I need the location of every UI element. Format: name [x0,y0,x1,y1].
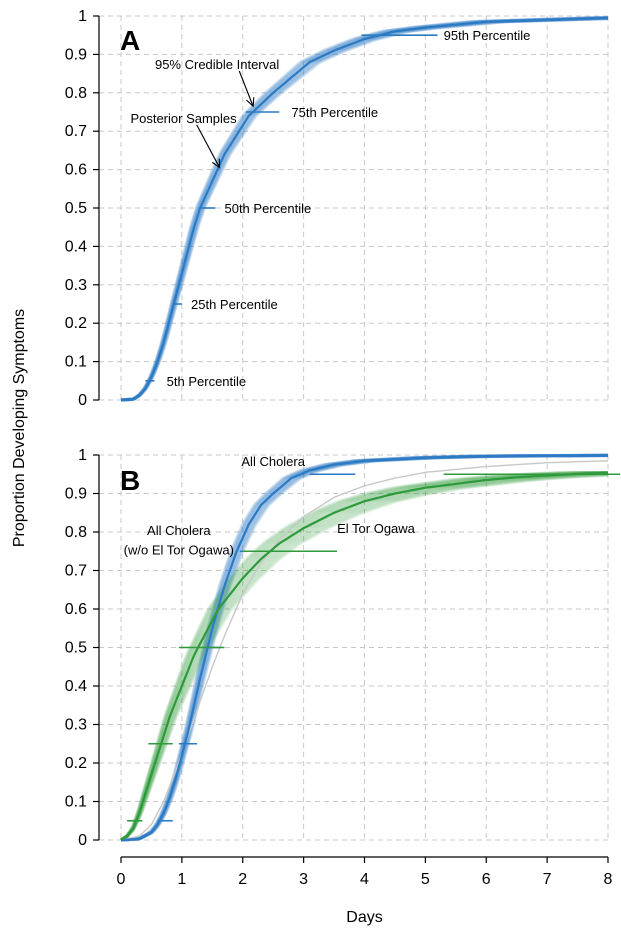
posterior-sample-line [120,473,609,842]
y-tick-label: 0.6 [65,601,87,618]
annotation-label: 5th Percentile [167,374,247,389]
x-tick-label: 2 [238,871,247,888]
annotation-label: All Cholera [241,454,305,469]
y-tick-label: 0.7 [65,563,87,580]
y-tick-label: 0.7 [65,123,87,140]
posterior-sample-line [120,471,608,842]
x-tick-label: 3 [299,871,308,888]
posterior-sample-line [120,472,609,842]
x-tick-label: 8 [604,871,613,888]
y-tick-label: 1 [78,8,87,25]
x-tick-label: 1 [177,871,186,888]
y-tick-label: 0.9 [65,486,87,503]
annotation-label: 75th Percentile [291,105,378,120]
annotation-label: Posterior Samples [130,111,237,126]
annotation-arrowhead [212,158,221,169]
x-tick-label: 4 [360,871,369,888]
x-tick-label: 5 [421,871,430,888]
y-tick-label: 0.4 [65,238,87,255]
y-tick-label: 0.2 [65,315,87,332]
y-tick-label: 0.2 [65,755,87,772]
posterior-sample-line [120,473,609,842]
annotation-label: El Tor Ogawa [337,521,416,536]
posterior-sample-line [120,473,609,842]
posterior-sample-line [120,471,609,842]
y-tick-label: 0.4 [65,678,87,695]
annotation-arrow [196,124,221,168]
annotation-label: All Cholera [147,523,211,538]
y-tick-label: 0.1 [65,794,87,811]
y-tick-label: 0.5 [65,200,87,217]
panel-label: B [120,465,140,496]
y-tick-label: 0.5 [65,640,87,657]
x-tick-label: 6 [482,871,491,888]
y-tick-label: 0.8 [65,85,87,102]
annotation-arrowhead [246,97,255,108]
posterior-sample-line [120,471,608,842]
series-line [120,454,608,842]
y-tick-label: 0 [78,832,87,849]
y-tick-label: 0.6 [65,162,87,179]
annotation-label: 50th Percentile [224,201,311,216]
series-line [120,16,609,402]
x-tick-label: 7 [543,871,552,888]
panel-b: 0 0.1 0.2 0.3 0.4 0.5 0.6 0.7 0.8 0.9 1 0 1 2 3 4 5 6 7 8 Da… [65,447,621,926]
x-axis-title: Days [346,909,382,926]
annotation-label: 25th Percentile [191,297,278,312]
panel-a: 0 0.1 0.2 0.3 0.4 0.5 0.6 0.7 0.8 0.9 1 95% Credibl… [65,8,609,409]
y-axis-title: Proportion Developing Symptoms [11,309,28,547]
y-tick-label: 0 [78,392,87,409]
posterior-sample-line [120,473,609,842]
y-tick-label: 0.9 [65,46,87,63]
y-tick-label: 0.1 [65,354,87,371]
annotation-label: (w/o El Tor Ogawa) [124,542,234,557]
panel-label: A [120,25,140,56]
posterior-sample-line [120,472,609,842]
posterior-sample-line [120,472,609,842]
y-tick-label: 0.3 [65,277,87,294]
y-tick-label: 0.3 [65,717,87,734]
annotation-label: 95% Credible Interval [155,57,279,72]
x-tick-label: 0 [117,871,126,888]
annotation-label: 95th Percentile [444,28,531,43]
y-tick-label: 0.8 [65,524,87,541]
series-line [120,471,609,841]
annotation-arrow [238,70,254,107]
series-line [120,460,609,841]
y-tick-label: 1 [78,447,87,464]
posterior-sample-line [120,471,608,842]
